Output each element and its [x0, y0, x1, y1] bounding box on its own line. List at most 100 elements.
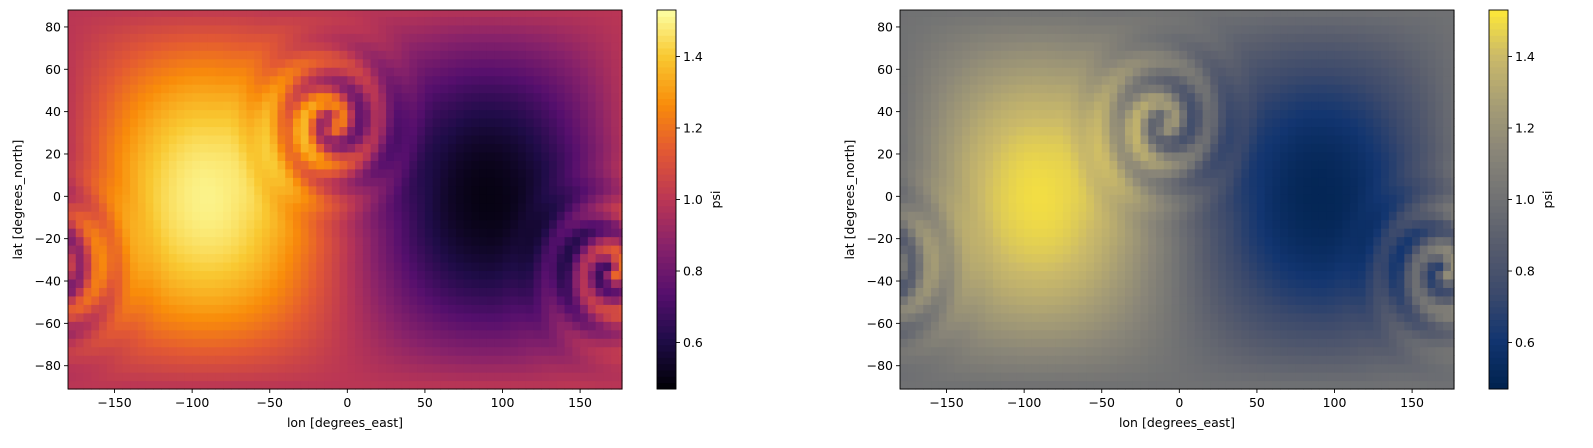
heatmap-cell: [192, 363, 201, 373]
heatmap-cell: [168, 16, 178, 26]
heatmap-cell: [518, 372, 527, 382]
heatmap-cell: [993, 329, 1002, 339]
heatmap-cell: [122, 16, 131, 26]
heatmap-cell: [954, 253, 963, 263]
heatmap-cell: [580, 151, 589, 161]
heatmap-cell: [68, 245, 77, 255]
heatmap-cell: [1148, 126, 1157, 136]
colorbar-segment: [657, 111, 676, 118]
heatmap-cell: [386, 109, 395, 119]
heatmap-cell: [440, 338, 449, 348]
heatmap-cell: [471, 261, 480, 272]
heatmap-cell: [261, 117, 271, 128]
heatmap-cell: [122, 41, 131, 51]
heatmap-cell: [977, 194, 986, 204]
heatmap-cell: [432, 24, 442, 34]
heatmap-cell: [931, 101, 940, 111]
heatmap-cell: [969, 236, 979, 246]
heatmap-cell: [580, 67, 589, 77]
heatmap-cell: [463, 245, 473, 255]
heatmap-cell: [993, 16, 1002, 26]
heatmap-cell: [1132, 372, 1142, 382]
heatmap-cell: [153, 75, 162, 85]
heatmap-cell: [900, 355, 909, 365]
heatmap-cell: [254, 160, 263, 170]
heatmap-cell: [386, 58, 395, 68]
heatmap-cell: [238, 245, 248, 255]
heatmap-cell: [91, 346, 100, 356]
heatmap-cell: [915, 270, 924, 280]
heatmap-cell: [907, 50, 917, 60]
heatmap-cell: [1125, 41, 1134, 51]
heatmap-cell: [533, 168, 542, 178]
heatmap-cell: [985, 50, 994, 60]
heatmap-cell: [192, 177, 201, 187]
heatmap-cell: [463, 253, 473, 263]
heatmap-cell: [254, 67, 263, 77]
heatmap-cell: [618, 270, 623, 280]
heatmap-cell: [114, 185, 123, 195]
heatmap-cell: [308, 253, 317, 263]
heatmap-cell: [1156, 84, 1165, 94]
heatmap-cell: [223, 194, 232, 204]
heatmap-cell: [556, 177, 566, 187]
heatmap-cell: [595, 126, 604, 136]
heatmap-cell: [1148, 75, 1157, 85]
heatmap-cell: [277, 295, 286, 305]
heatmap-cell: [68, 92, 77, 102]
heatmap-cell: [479, 117, 488, 128]
heatmap-cell: [316, 92, 325, 102]
heatmap-cell: [300, 16, 310, 26]
heatmap-cell: [969, 177, 979, 187]
heatmap-cell: [339, 278, 348, 288]
heatmap-cell: [184, 168, 193, 178]
heatmap-cell: [168, 194, 178, 204]
heatmap-cell: [618, 33, 623, 43]
heatmap-cell: [985, 253, 994, 263]
heatmap-cell: [347, 75, 356, 85]
heatmap-cell: [993, 109, 1002, 119]
heatmap-cell: [269, 270, 279, 280]
heatmap-cell: [192, 41, 201, 51]
heatmap-cell: [455, 168, 465, 178]
heatmap-cell: [502, 24, 511, 34]
heatmap-cell: [91, 126, 100, 136]
heatmap-cell: [1140, 151, 1149, 161]
heatmap-cell: [347, 84, 356, 94]
heatmap-cell: [75, 321, 85, 331]
heatmap-cell: [122, 10, 131, 17]
heatmap-cell: [502, 134, 511, 144]
heatmap-cell: [308, 160, 317, 170]
heatmap-cell: [130, 228, 139, 238]
heatmap-cell: [215, 380, 224, 390]
heatmap-cell: [1078, 304, 1087, 314]
heatmap-cell: [1140, 16, 1149, 26]
heatmap-cell: [448, 236, 457, 246]
heatmap-cell: [580, 24, 589, 34]
heatmap-cell: [137, 245, 147, 255]
heatmap-cell: [199, 312, 209, 322]
heatmap-cell: [137, 50, 147, 60]
heatmap-cell: [587, 355, 597, 365]
heatmap-cell: [269, 160, 279, 170]
heatmap-cell: [618, 41, 623, 51]
heatmap-cell: [137, 84, 147, 94]
colorbar-segment: [657, 275, 676, 283]
heatmap-cell: [969, 287, 979, 297]
heatmap-cell: [246, 185, 255, 195]
heatmap-cell: [1070, 228, 1080, 238]
heatmap-cell: [285, 109, 294, 119]
heatmap-cell: [1008, 185, 1017, 195]
heatmap-cell: [153, 160, 162, 170]
heatmap-cell: [1179, 177, 1188, 187]
heatmap-cell: [393, 177, 403, 187]
heatmap-cell: [122, 321, 131, 331]
heatmap-cell: [938, 92, 948, 102]
heatmap-cell: [440, 92, 449, 102]
heatmap-cell: [455, 143, 465, 153]
heatmap-cell: [393, 84, 403, 94]
heatmap-cell: [954, 321, 963, 331]
heatmap-cell: [424, 321, 434, 331]
heatmap-cell: [977, 380, 986, 390]
heatmap-cell: [486, 134, 496, 144]
